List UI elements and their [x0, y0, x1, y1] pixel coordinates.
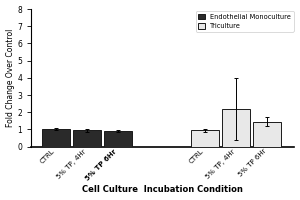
Bar: [74, 130, 101, 147]
Y-axis label: Fold Change Over Control: Fold Change Over Control: [6, 29, 15, 127]
Legend: Endothelial Monoculture, Triculture: Endothelial Monoculture, Triculture: [196, 11, 294, 32]
Bar: [222, 109, 250, 147]
X-axis label: Cell Culture  Incubation Condition: Cell Culture Incubation Condition: [82, 185, 243, 194]
Bar: [191, 130, 219, 147]
Bar: [104, 131, 132, 147]
Bar: [42, 129, 70, 147]
Bar: [254, 122, 281, 147]
